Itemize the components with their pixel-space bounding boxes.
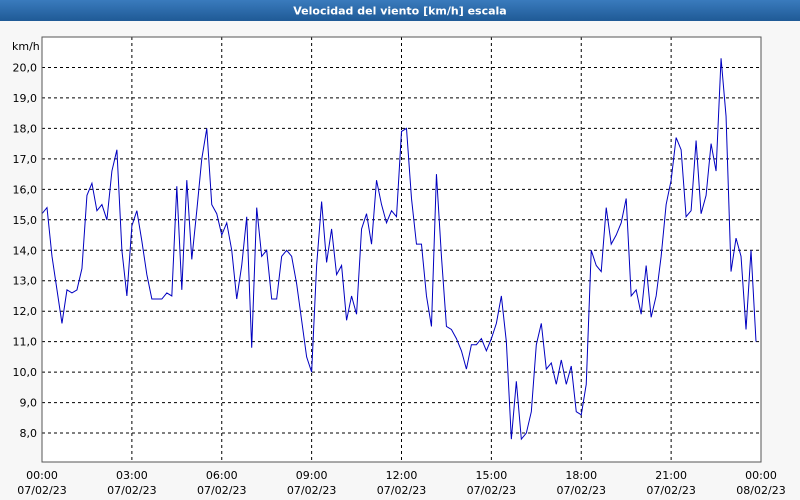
x-tick-date: 07/02/23 (557, 484, 606, 497)
x-tick-date: 07/02/23 (646, 484, 695, 497)
y-tick-label: 12,0 (13, 305, 38, 318)
y-tick-label: 16,0 (13, 183, 38, 196)
x-tick-date: 07/02/23 (377, 484, 426, 497)
x-tick-label: 09:00 (296, 469, 328, 482)
x-tick-date: 07/02/23 (107, 484, 156, 497)
x-tick-label: 21:00 (655, 469, 687, 482)
x-tick-date: 07/02/23 (287, 484, 336, 497)
y-tick-label: 8,0 (20, 427, 38, 440)
data-line (41, 58, 757, 441)
y-tick-label: 15,0 (13, 214, 38, 227)
y-tick-label: 10,0 (13, 366, 38, 379)
y-tick-label: 18,0 (13, 122, 38, 135)
x-tick-date: 07/02/23 (467, 484, 516, 497)
x-tick-label: 12:00 (386, 469, 418, 482)
chart-title: Velocidad del viento [km/h] escala (293, 5, 506, 18)
y-tick-label: 20,0 (13, 61, 38, 74)
x-tick-date: 08/02/23 (736, 484, 785, 497)
title-bar (0, 0, 800, 21)
x-tick-label: 00:00 (26, 469, 58, 482)
x-tick-date: 07/02/23 (197, 484, 246, 497)
y-tick-label: 13,0 (13, 275, 38, 288)
x-tick-label: 03:00 (116, 469, 148, 482)
y-tick-label: 11,0 (13, 336, 38, 349)
plot-border (41, 36, 762, 463)
x-tick-date: 07/02/23 (17, 484, 66, 497)
x-tick-label: 06:00 (206, 469, 238, 482)
y-axis-label: km/h (12, 40, 40, 53)
y-tick-label: 14,0 (13, 244, 38, 257)
y-tick-label: 19,0 (13, 92, 38, 105)
x-tick-label: 15:00 (476, 469, 508, 482)
y-tick-label: 17,0 (13, 153, 38, 166)
x-tick-label: 00:00 (745, 469, 777, 482)
x-tick-label: 18:00 (565, 469, 597, 482)
y-tick-label: 9,0 (20, 397, 38, 410)
